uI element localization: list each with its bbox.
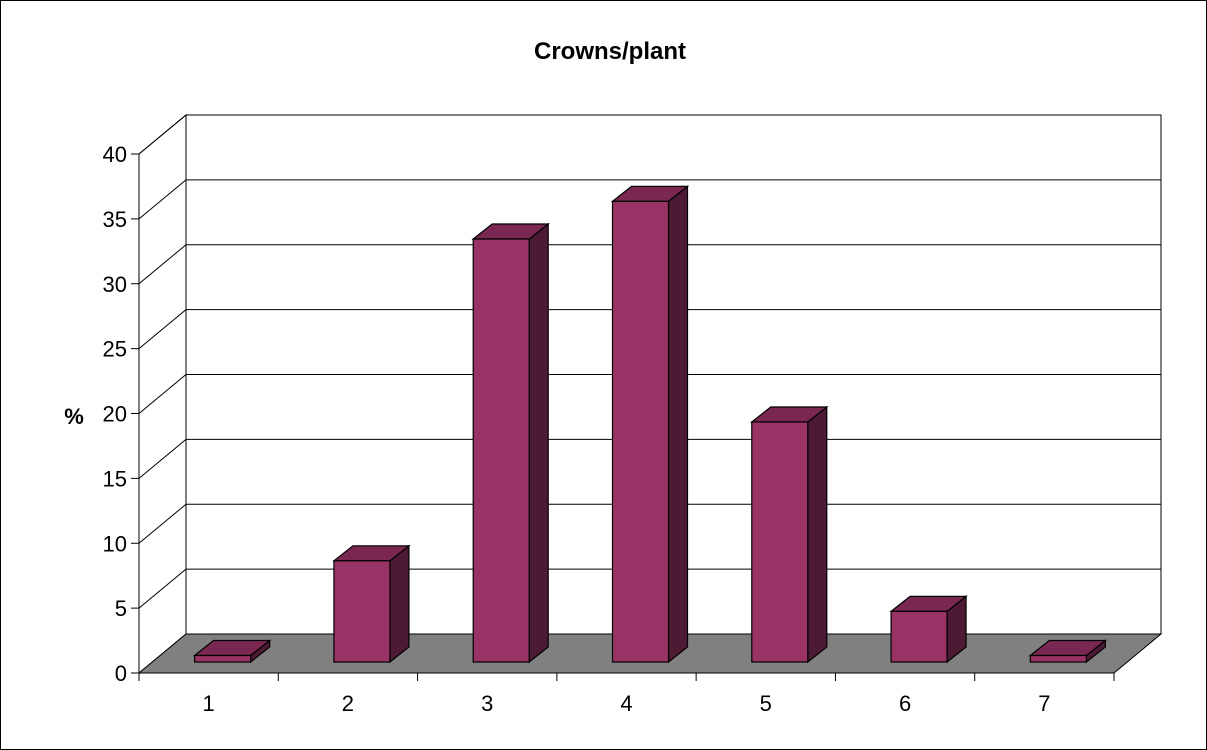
bar-front-face <box>611 200 670 663</box>
gridline <box>138 374 1161 414</box>
gridline <box>138 309 1161 350</box>
bar-side-face <box>528 222 549 664</box>
bar-front-face <box>751 421 809 663</box>
bar-3 <box>471 222 550 664</box>
gridline <box>138 438 1161 479</box>
gridline <box>138 568 1161 609</box>
y-tick-label: 35 <box>103 207 127 232</box>
y-tick-label: 15 <box>103 466 127 491</box>
gridline <box>138 503 1161 544</box>
y-axis-label: % <box>64 404 84 429</box>
y-tick-label: 20 <box>103 402 127 427</box>
y-tick-label: 25 <box>103 337 127 362</box>
x-tick-label: 5 <box>760 691 772 716</box>
gridline <box>138 179 1161 220</box>
bar-6 <box>889 595 968 664</box>
bar-2 <box>332 544 411 664</box>
x-tick-label: 6 <box>899 691 911 716</box>
y-axis-ticks: 0 5 10 15 20 25 30 35 40 <box>103 142 139 686</box>
bar-5 <box>750 405 829 664</box>
bar-1 <box>192 639 272 664</box>
y-tick-label: 40 <box>103 142 127 167</box>
x-tick-label: 4 <box>620 691 632 716</box>
bar-4 <box>610 185 690 664</box>
y-tick-label: 0 <box>115 661 127 686</box>
y-tick-label: 5 <box>115 596 127 621</box>
x-tick-label: 3 <box>481 691 493 716</box>
x-tick-label: 1 <box>203 691 215 716</box>
bar-front-face <box>1029 654 1087 663</box>
bar-side-face <box>807 405 828 664</box>
chart-bars <box>192 185 1108 664</box>
bar-side-face <box>389 544 410 664</box>
y-tick-label: 30 <box>103 272 127 297</box>
x-tick-label: 7 <box>1038 691 1050 716</box>
x-axis-ticks: 1 2 3 4 5 6 7 <box>138 673 1115 716</box>
bar-side-face <box>667 185 689 664</box>
x-tick-label: 2 <box>342 691 354 716</box>
chart-gridlines <box>138 114 1161 609</box>
chart-title: Crowns/plant <box>534 38 686 65</box>
y-tick-label: 10 <box>103 531 127 556</box>
bar-front-face <box>890 610 948 663</box>
bar-7 <box>1028 639 1108 664</box>
gridline <box>138 244 1161 285</box>
bar-front-face <box>472 238 530 663</box>
gridline <box>138 114 1161 155</box>
bar-front-face <box>194 654 252 663</box>
bar-front-face <box>333 560 391 663</box>
